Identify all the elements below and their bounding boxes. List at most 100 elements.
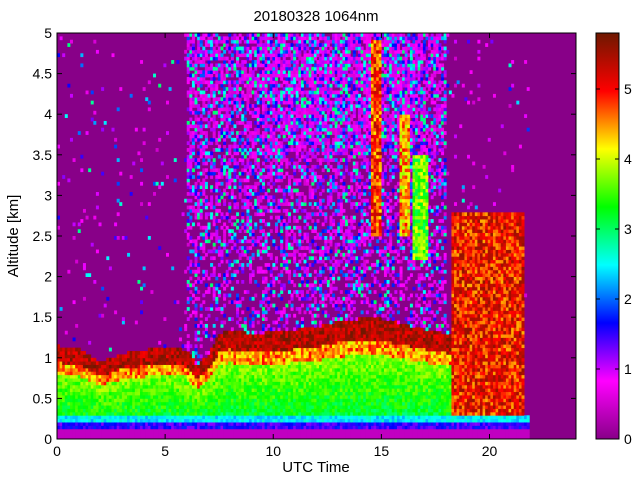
heatmap-cell (215, 239, 219, 244)
heatmap-cell (194, 76, 198, 81)
heatmap-cell (285, 232, 289, 237)
heatmap-cell (101, 286, 105, 291)
heatmap-cell (194, 242, 198, 247)
heatmap-cell (207, 222, 211, 227)
heatmap-cell (267, 361, 271, 365)
heatmap-cell (59, 405, 63, 409)
heatmap-cell (293, 340, 297, 345)
heatmap-cell (264, 428, 268, 433)
heatmap-cell (233, 70, 237, 74)
heatmap-cell (202, 378, 206, 382)
heatmap-cell (256, 408, 260, 413)
heatmap-cell (165, 384, 169, 389)
heatmap-cell (62, 425, 66, 430)
heatmap-cell (269, 425, 273, 430)
heatmap-cell (298, 327, 302, 332)
heatmap-cell (223, 76, 227, 81)
heatmap-cell (228, 432, 232, 437)
heatmap-cell (186, 435, 190, 440)
heatmap-cell (116, 378, 120, 382)
heatmap-cell (225, 151, 229, 156)
heatmap-cell (142, 388, 146, 393)
heatmap-cell (75, 435, 79, 440)
heatmap-cell (210, 53, 214, 58)
heatmap-cell (69, 408, 73, 413)
heatmap-cell (134, 425, 138, 430)
heatmap-cell (256, 249, 260, 254)
heatmap-cell (285, 137, 289, 142)
heatmap-cell (256, 39, 260, 44)
heatmap-cell (134, 367, 138, 372)
heatmap-cell (173, 178, 177, 183)
heatmap-cell (256, 432, 260, 437)
heatmap-cell (62, 364, 66, 369)
heatmap-cell (298, 384, 302, 389)
heatmap-cell (197, 161, 201, 166)
heatmap-cell (119, 435, 123, 440)
heatmap-cell (293, 432, 297, 437)
heatmap-cell (233, 63, 237, 68)
heatmap-cell (285, 320, 289, 325)
heatmap-cell (186, 351, 190, 355)
heatmap-cell (290, 415, 294, 420)
heatmap-cell (249, 432, 253, 437)
heatmap-cell (256, 151, 260, 156)
heatmap-cell (249, 367, 253, 372)
heatmap-cell (220, 80, 224, 85)
heatmap-cell (108, 422, 112, 426)
heatmap-cell (93, 381, 97, 386)
heatmap-cell (277, 49, 281, 54)
heatmap-cell (282, 87, 286, 91)
heatmap-cell (267, 198, 271, 203)
heatmap-cell (233, 422, 237, 426)
heatmap-cell (158, 435, 162, 440)
heatmap-cell (262, 334, 265, 338)
heatmap-cell (251, 83, 255, 88)
heatmap-cell (287, 361, 291, 365)
heatmap-cell (267, 323, 271, 328)
heatmap-cell (251, 398, 255, 403)
heatmap-cell (262, 185, 265, 190)
heatmap-cell (259, 185, 263, 190)
heatmap-cell (186, 422, 190, 426)
heatmap-cell (184, 361, 188, 365)
heatmap-cell (251, 70, 255, 74)
heatmap-cell (220, 371, 224, 376)
heatmap-cell (267, 36, 271, 41)
heatmap-cell (217, 391, 221, 396)
heatmap-cell (262, 212, 265, 217)
heatmap-cell (259, 148, 263, 152)
heatmap-cell (290, 428, 294, 433)
heatmap-cell (142, 405, 146, 409)
heatmap-cell (64, 378, 68, 382)
heatmap-cell (215, 374, 219, 379)
heatmap-cell (88, 354, 92, 359)
heatmap-cell (176, 415, 180, 420)
heatmap-cell (282, 266, 286, 271)
heatmap-cell (233, 425, 237, 430)
heatmap-cell (262, 290, 265, 294)
heatmap-cell (69, 401, 73, 406)
heatmap-cell (293, 215, 297, 220)
heatmap-cell (228, 279, 232, 284)
heatmap-cell (246, 161, 250, 166)
heatmap-cell (197, 110, 201, 115)
heatmap-cell (176, 435, 180, 440)
heatmap-cell (267, 384, 271, 389)
heatmap-cell (95, 374, 99, 379)
heatmap-cell (101, 418, 105, 423)
heatmap-cell (243, 344, 247, 349)
heatmap-cell (272, 117, 276, 122)
heatmap-cell (256, 344, 260, 349)
heatmap-cell (194, 374, 198, 379)
heatmap-cell (191, 208, 195, 213)
heatmap-cell (249, 232, 253, 237)
heatmap-cell (241, 398, 245, 403)
heatmap-cell (233, 104, 237, 108)
heatmap-cell (93, 432, 97, 437)
heatmap-cell (241, 212, 245, 217)
heatmap-cell (150, 347, 154, 352)
heatmap-cell (230, 66, 234, 71)
heatmap-cell (223, 273, 227, 277)
heatmap-cell (280, 418, 284, 423)
